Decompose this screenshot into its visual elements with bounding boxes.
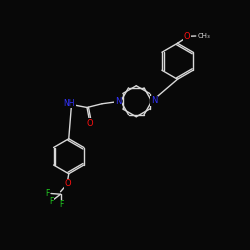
Text: NH: NH bbox=[64, 99, 75, 108]
Text: N: N bbox=[115, 97, 121, 106]
Text: F: F bbox=[49, 197, 53, 206]
Text: F: F bbox=[59, 200, 63, 209]
Text: O: O bbox=[184, 32, 190, 41]
Text: O: O bbox=[64, 179, 71, 188]
Text: O: O bbox=[86, 119, 93, 128]
Text: CH₃: CH₃ bbox=[198, 33, 210, 39]
Text: F: F bbox=[45, 188, 50, 198]
Text: N: N bbox=[151, 96, 158, 105]
